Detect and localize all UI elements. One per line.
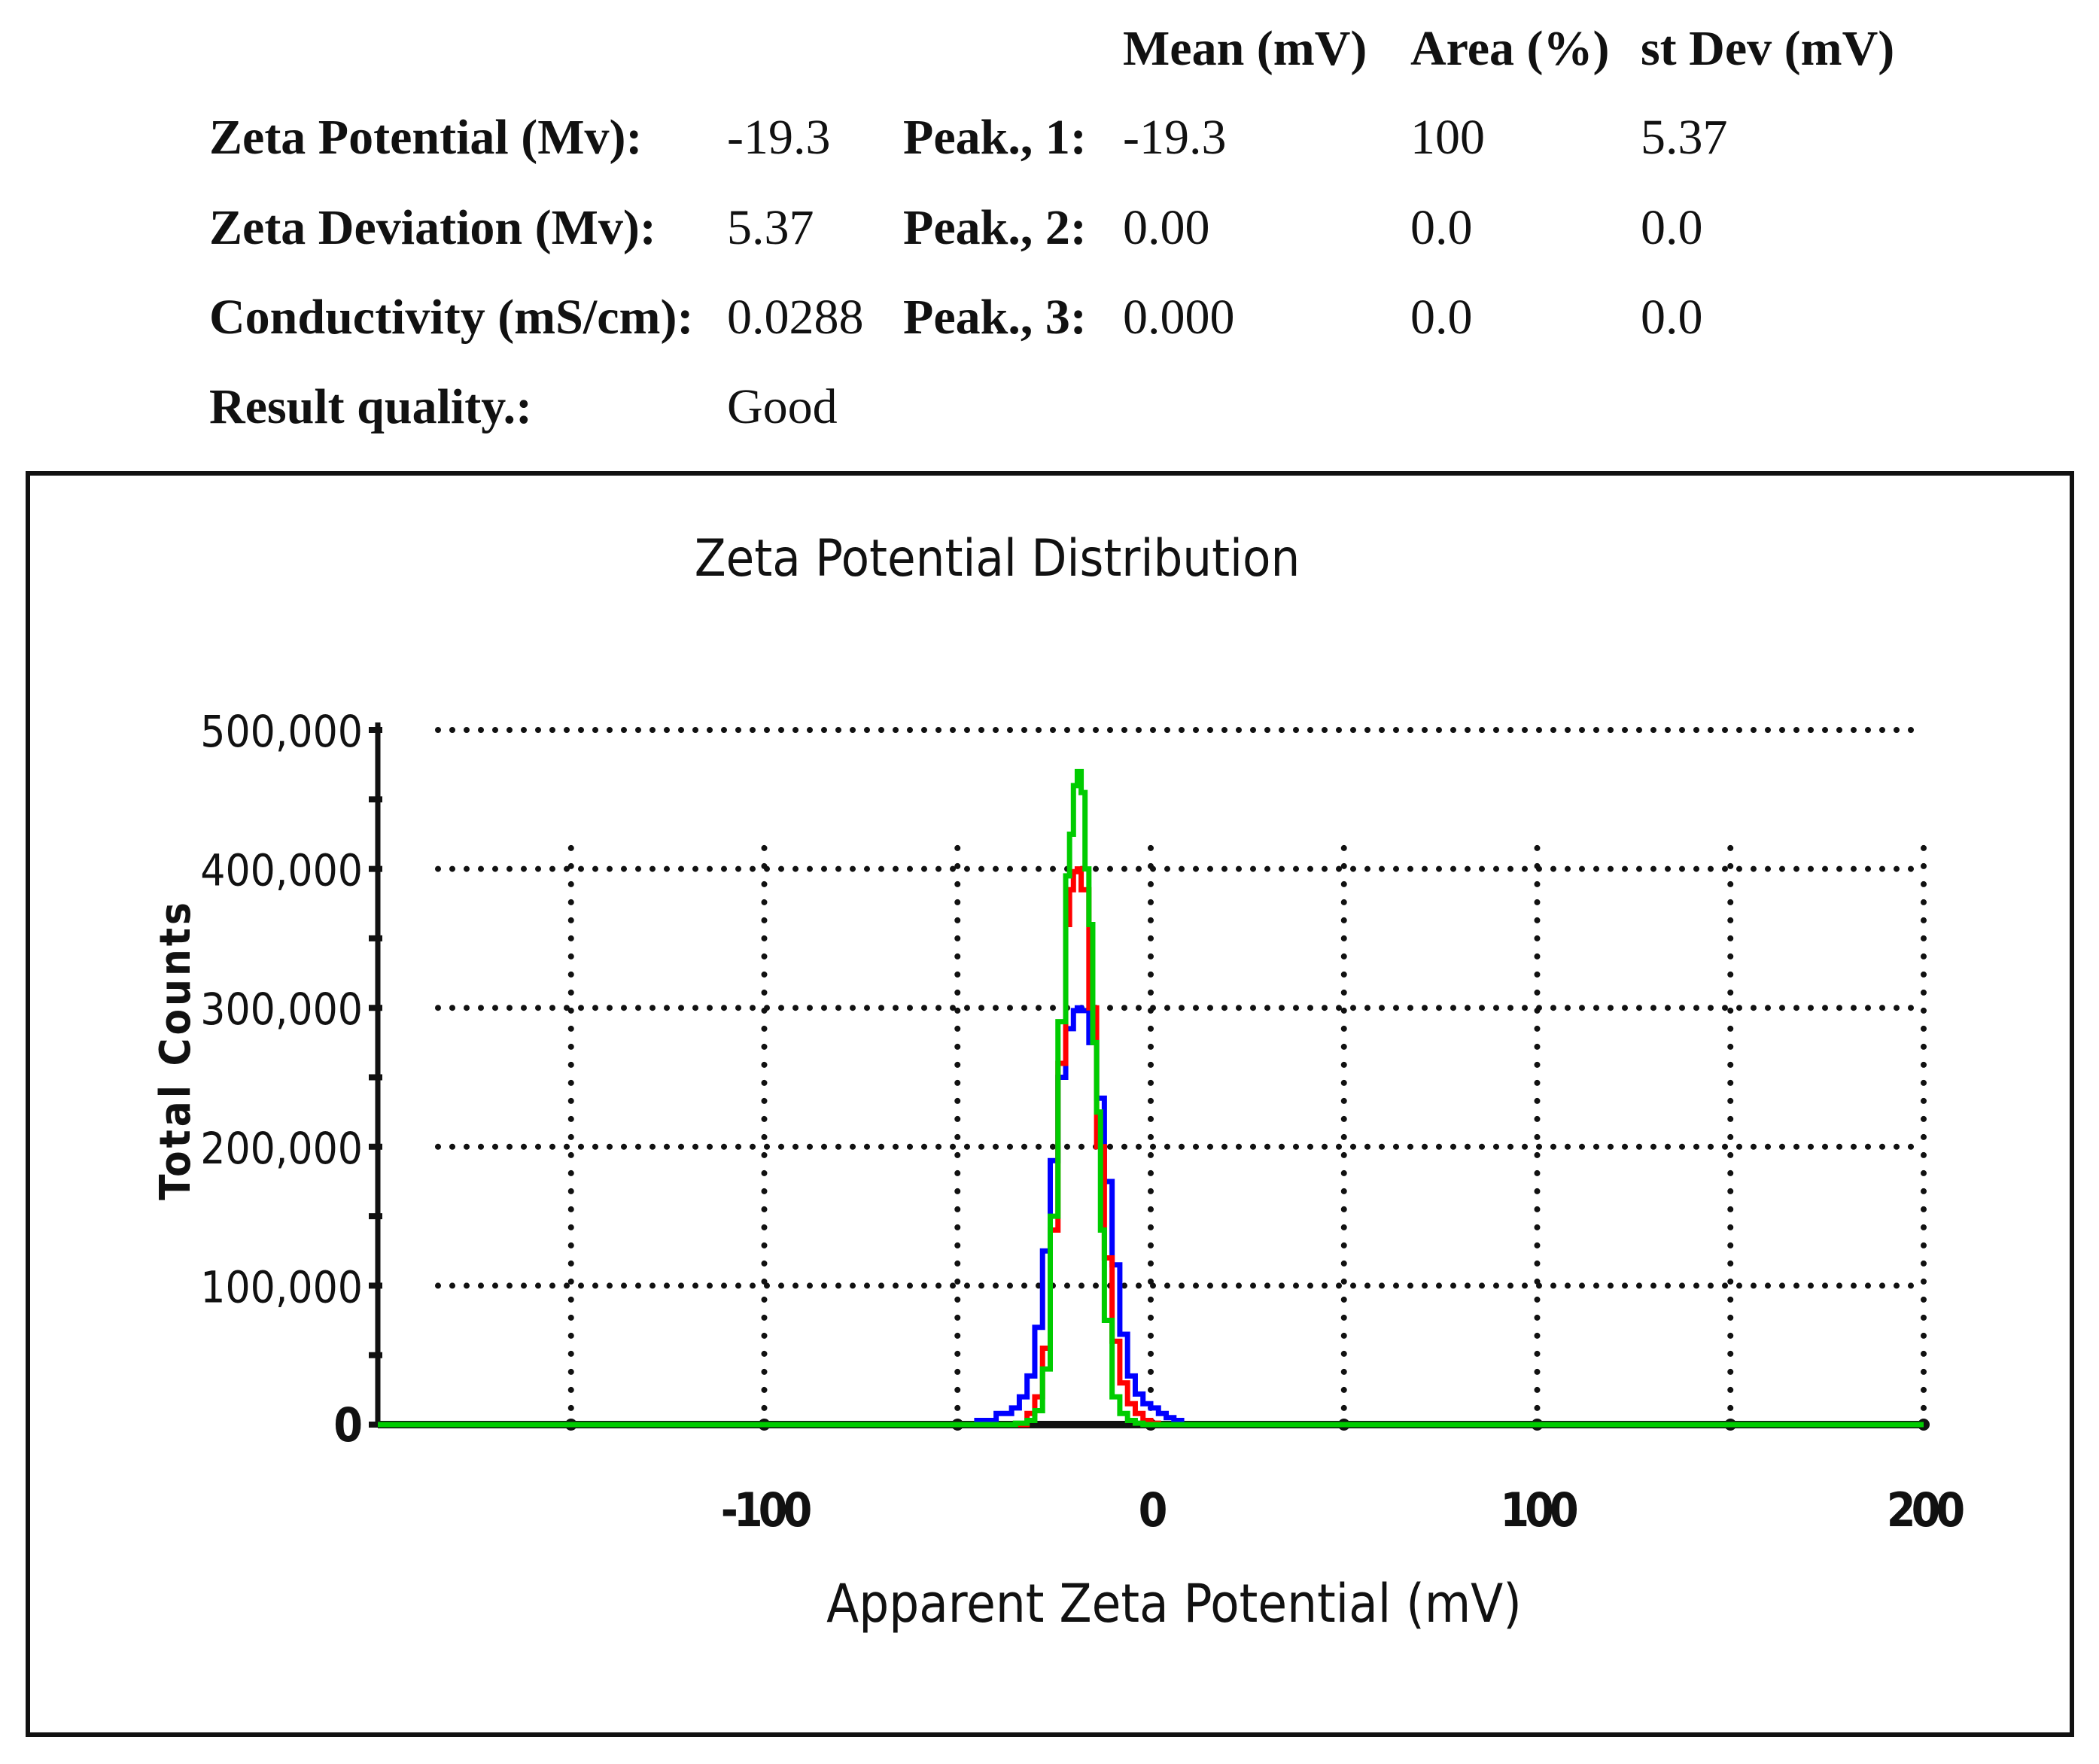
- zeta-deviation-label: Zeta Deviation (Mv):: [209, 200, 656, 255]
- y-tick-label: 300,000: [200, 984, 363, 1035]
- zeta-deviation-value: 5.37: [727, 200, 814, 255]
- peak-1-label: Peak., 1:: [903, 110, 1087, 165]
- y-tick-label: 100,000: [200, 1261, 363, 1312]
- x-tick-label: 200: [1887, 1483, 1964, 1537]
- result-quality-value: Good: [727, 379, 838, 434]
- peak-2-mean: 0.00: [1123, 200, 1210, 255]
- x-tick-label: -100: [721, 1483, 811, 1537]
- peak-2-stdev: 0.0: [1641, 200, 1703, 255]
- y-axis-label: Total Counts: [151, 899, 200, 1200]
- conductivity-label: Conductivity (mS/cm):: [209, 290, 694, 345]
- zeta-potential-value: -19.3: [727, 110, 831, 165]
- peak-2-label: Peak., 2:: [903, 200, 1087, 255]
- peak-1-mean: -19.3: [1123, 110, 1227, 165]
- chart-frame: [26, 471, 2074, 1737]
- peak-3-label: Peak., 3:: [903, 290, 1087, 345]
- peak-1-stdev: 5.37: [1641, 110, 1728, 165]
- zeta-potential-label: Zeta Potential (Mv):: [209, 110, 643, 165]
- peak-3-area: 0.0: [1410, 290, 1473, 345]
- chart-title: Zeta Potential Distribution: [695, 529, 1300, 589]
- series-line-run-1: [378, 1005, 1924, 1428]
- result-quality-label: Result quality.:: [209, 379, 533, 434]
- y-tick-label: 500,000: [200, 706, 363, 757]
- header-area: Area (%): [1410, 21, 1610, 76]
- x-tick-label: 0: [1139, 1483, 1167, 1537]
- results-summary: Mean (mV) Area (%) st Dev (mV) Zeta Pote…: [0, 0, 2099, 452]
- conductivity-value: 0.0288: [727, 290, 864, 345]
- x-tick-label: 100: [1500, 1483, 1577, 1537]
- y-tick-label: 400,000: [200, 845, 363, 896]
- peak-2-area: 0.0: [1410, 200, 1473, 255]
- peak-3-mean: 0.000: [1123, 290, 1235, 345]
- series-line-run-3: [378, 768, 1924, 1428]
- peak-3-stdev: 0.0: [1641, 290, 1703, 345]
- peak-1-area: 100: [1410, 110, 1485, 165]
- series-line-run-2: [378, 866, 1924, 1428]
- header-stdev: st Dev (mV): [1641, 21, 1895, 76]
- y-tick-label: 0: [333, 1398, 363, 1452]
- x-axis-label: Apparent Zeta Potential (mV): [826, 1573, 1522, 1635]
- y-tick-label: 200,000: [200, 1123, 363, 1174]
- header-mean: Mean (mV): [1123, 21, 1367, 76]
